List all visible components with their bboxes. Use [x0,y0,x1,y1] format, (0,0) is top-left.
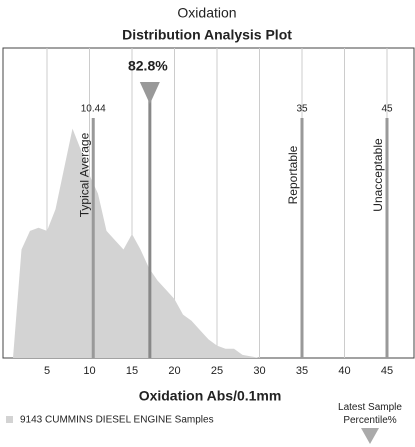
legend-marker [361,428,379,444]
latest-sample-label: 82.8% [128,58,168,74]
x-tick-label: 25 [211,365,223,377]
x-tick-label: 40 [338,365,350,377]
area [13,128,260,358]
x-tick-label: 10 [83,365,95,377]
reference-name: Unacceptable [371,138,385,212]
x-tick-label: 35 [296,365,308,377]
legend-label: Latest Sample Percentile% [338,402,402,426]
chart-subtitle: Distribution Analysis Plot [122,27,292,43]
x-tick-label: 45 [381,365,393,377]
x-tick-label: 30 [253,365,265,377]
x-tick-label: 20 [168,365,180,377]
legend-swatch [6,416,13,423]
reference-name: Typical Average [77,132,91,217]
reference-value: 10.44 [81,104,106,115]
legend-label: 9143 CUMMINS DIESEL ENGINE Samples [20,415,214,426]
reference-value: 35 [296,104,308,115]
x-tick-label: 5 [44,365,50,377]
x-axis-label: Oxidation Abs/0.1mm [139,388,282,404]
x-tick-label: 15 [126,365,138,377]
reference-name: Reportable [286,145,300,204]
chart-title: Oxidation [177,5,236,21]
latest-sample-marker [139,82,160,104]
reference-value: 45 [381,104,393,115]
